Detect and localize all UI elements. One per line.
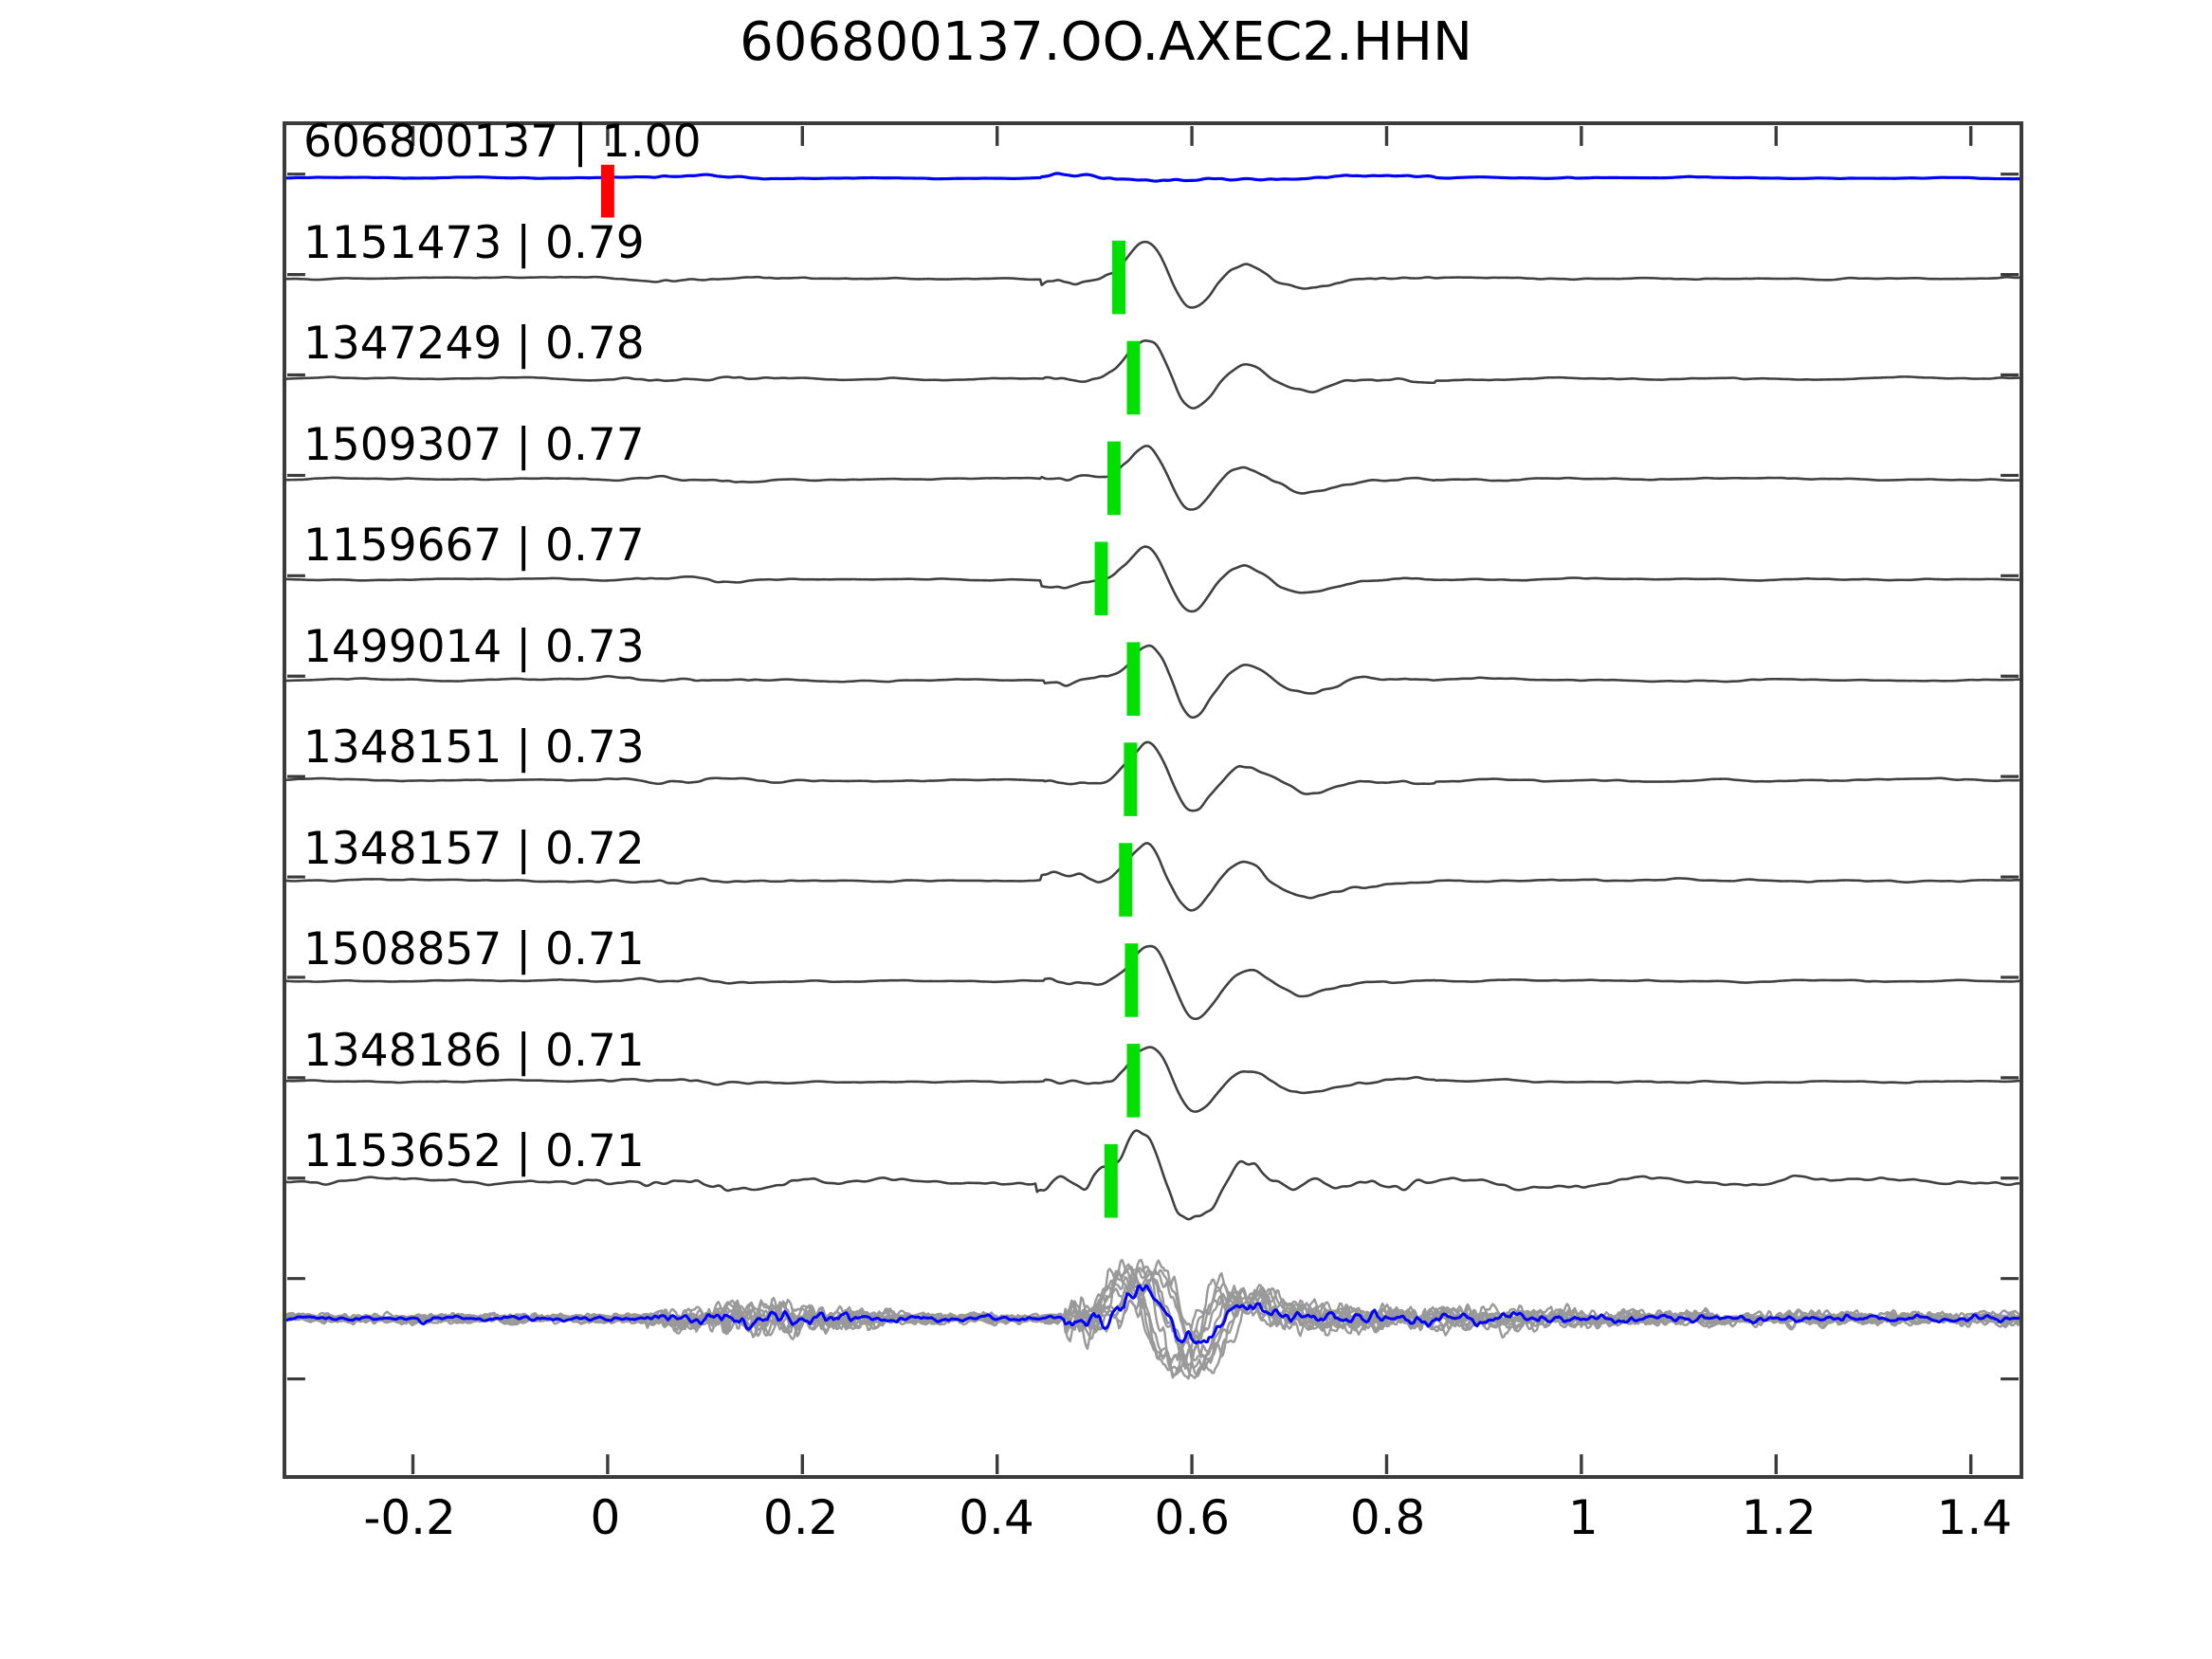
trace-group bbox=[286, 740, 2020, 816]
detection-pick-marker bbox=[1126, 1044, 1141, 1118]
detection-pick-marker bbox=[1126, 340, 1141, 415]
x-axis-ticks bbox=[411, 125, 1973, 1475]
plot-area bbox=[283, 121, 2023, 1479]
x-axis-tick-label: 0.6 bbox=[1154, 1490, 1231, 1545]
x-axis-tick-label: -0.2 bbox=[363, 1490, 456, 1545]
detection-pick-marker bbox=[1124, 943, 1139, 1017]
detection-pick-marker bbox=[1094, 541, 1108, 616]
detection-pick-marker bbox=[1124, 742, 1138, 816]
detection-pick-marker bbox=[1106, 441, 1121, 516]
trace-group bbox=[286, 339, 2020, 415]
stack-trace-template bbox=[286, 1284, 2020, 1345]
stack-overlay-panel bbox=[286, 1258, 2020, 1380]
detection-pick-marker bbox=[1112, 240, 1126, 315]
x-axis-tick-label: 0.4 bbox=[959, 1490, 1034, 1545]
x-axis-tick-label: 1.4 bbox=[1936, 1490, 2013, 1545]
trace-group bbox=[286, 1044, 2020, 1118]
trace-group bbox=[286, 240, 2020, 315]
waveform-trace bbox=[286, 545, 2020, 613]
waveform-trace bbox=[286, 445, 2020, 511]
x-axis-tick-label: 0 bbox=[590, 1490, 621, 1545]
x-axis-tick-label: 0.2 bbox=[762, 1490, 839, 1545]
waveform-trace bbox=[286, 1046, 2020, 1113]
x-axis-tick-labels: -0.2 0 0.2 0.4 0.6 0.8 1 1.2 1.4 bbox=[283, 1490, 2023, 1557]
trace-group bbox=[286, 541, 2020, 616]
trace-group bbox=[286, 642, 2020, 720]
waveform-trace bbox=[286, 842, 2020, 912]
trace-group bbox=[286, 164, 2020, 218]
detection-pick-marker bbox=[1104, 1143, 1118, 1218]
detection-pick-marker bbox=[1119, 843, 1133, 917]
template-pick-marker bbox=[600, 164, 614, 218]
waveform-canvas bbox=[286, 125, 2020, 1475]
x-axis-tick-label: 1 bbox=[1567, 1490, 1599, 1545]
trace-group bbox=[286, 1129, 2020, 1221]
waveform-trace bbox=[286, 172, 2020, 183]
waveform-trace bbox=[286, 339, 2020, 410]
detection-pick-marker bbox=[1126, 642, 1141, 716]
waveform-trace bbox=[286, 740, 2020, 812]
waveform-trace bbox=[286, 944, 2020, 1021]
trace-group bbox=[286, 943, 2020, 1021]
x-axis-tick-label: 0.8 bbox=[1349, 1490, 1426, 1545]
trace-group bbox=[286, 842, 2020, 917]
trace-group bbox=[286, 441, 2020, 516]
waveform-trace bbox=[286, 644, 2020, 720]
waveform-trace bbox=[286, 240, 2020, 309]
page-title: 606800137.OO.AXEC2.HHN bbox=[740, 11, 1472, 73]
x-axis-tick-label: 1.2 bbox=[1741, 1490, 1817, 1545]
waveform-trace bbox=[286, 1129, 2020, 1221]
y-axis-ticks bbox=[286, 173, 2020, 1381]
